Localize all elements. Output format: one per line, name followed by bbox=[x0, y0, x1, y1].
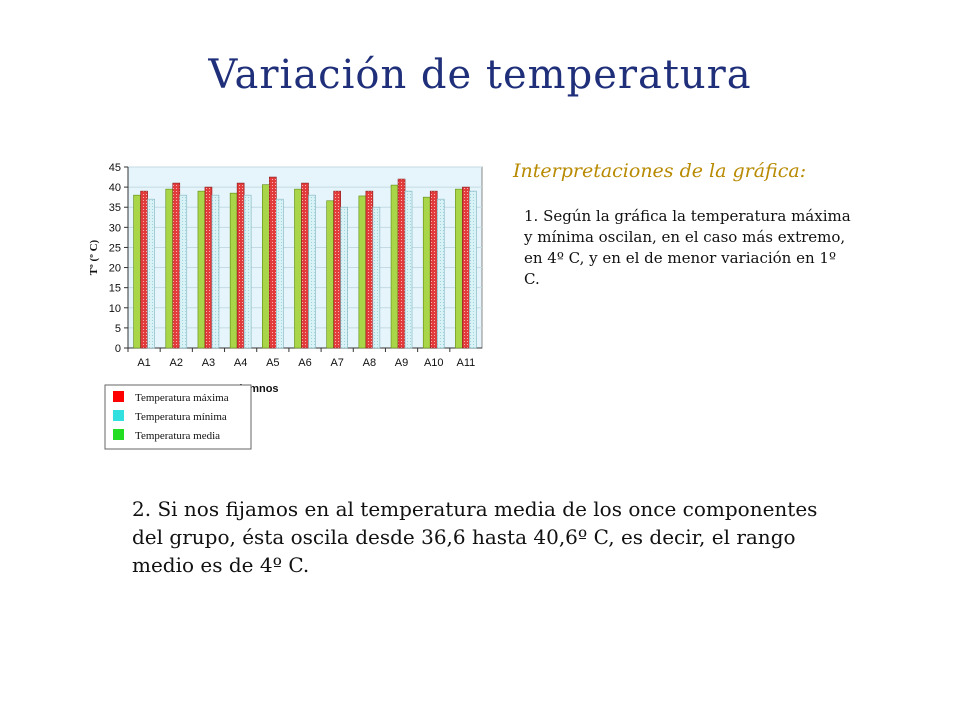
bar-minima bbox=[147, 198, 155, 349]
x-tick-label: A9 bbox=[395, 357, 408, 369]
bar-minima bbox=[404, 190, 413, 349]
bar-media bbox=[165, 188, 174, 349]
bar-maxima bbox=[333, 190, 341, 349]
bar-minima bbox=[243, 194, 252, 349]
bar-maxima bbox=[172, 182, 181, 349]
bar-minima bbox=[308, 194, 316, 349]
bar-media bbox=[390, 184, 399, 349]
y-tick-label: 20 bbox=[109, 263, 121, 275]
legend-label: Temperatura media bbox=[135, 430, 220, 442]
bar-maxima bbox=[204, 186, 213, 349]
x-tick-label: A3 bbox=[202, 357, 215, 369]
x-tick-label: A11 bbox=[457, 357, 476, 369]
bar-media bbox=[229, 192, 238, 349]
bar-maxima bbox=[236, 182, 245, 349]
bar-minima bbox=[340, 206, 348, 349]
bar-media bbox=[133, 194, 141, 349]
bar-minima bbox=[276, 198, 284, 349]
interpretation-heading: Interpretaciones de la gráfica: bbox=[513, 160, 807, 182]
x-tick-label: A8 bbox=[363, 357, 376, 369]
y-axis-title: Tº (º C) bbox=[88, 239, 100, 275]
legend-swatch bbox=[113, 391, 124, 402]
x-tick-label: A1 bbox=[137, 357, 150, 369]
y-tick-label: 35 bbox=[109, 202, 121, 214]
legend-label: Temperatura mínima bbox=[135, 411, 227, 423]
y-tick-label: 25 bbox=[109, 242, 121, 254]
bar-maxima bbox=[397, 178, 406, 349]
interpretation-note-1: 1. Según la gráfica la temperatura máxim… bbox=[524, 207, 851, 288]
bar-maxima bbox=[301, 182, 309, 349]
legend-swatch bbox=[113, 429, 124, 440]
bar-media bbox=[197, 190, 206, 349]
legend-box bbox=[104, 384, 252, 450]
bar-maxima bbox=[269, 176, 277, 349]
bar-media bbox=[294, 188, 302, 349]
y-tick-label: 10 bbox=[109, 303, 121, 315]
x-tick-label: A10 bbox=[424, 357, 444, 369]
bar-minima bbox=[179, 194, 188, 349]
y-tick-label: 0 bbox=[115, 343, 121, 355]
slide-title: Variación de temperatura bbox=[208, 52, 752, 98]
y-tick-label: 30 bbox=[109, 222, 121, 234]
bar-minima bbox=[211, 194, 220, 349]
bar-media bbox=[326, 200, 334, 349]
interpretation-note-2: 2. Si nos fijamos en al temperatura medi… bbox=[132, 497, 818, 577]
y-tick-label: 15 bbox=[109, 283, 121, 295]
bar-media bbox=[358, 195, 367, 349]
bar-maxima bbox=[429, 190, 438, 349]
y-tick-label: 5 bbox=[115, 323, 121, 335]
bar-media bbox=[455, 188, 463, 349]
x-tick-label: A7 bbox=[330, 357, 343, 369]
bar-minima bbox=[372, 206, 381, 349]
bar-maxima bbox=[365, 190, 374, 349]
x-tick-label: A5 bbox=[266, 357, 279, 369]
bar-minima bbox=[436, 198, 445, 349]
bar-maxima bbox=[140, 190, 148, 349]
x-tick-label: A4 bbox=[234, 357, 247, 369]
bar-media bbox=[422, 196, 431, 349]
temperature-chart: 0 5 10 15 20 25 30 35 40 45 A1 A2 A3 A4 A5 A6 A7 A8 A9 A10 A… bbox=[80, 155, 500, 455]
bar-minima bbox=[469, 190, 477, 349]
bar-maxima bbox=[462, 186, 470, 349]
y-tick-label: 40 bbox=[109, 182, 121, 194]
bar-chart-svg: 0 5 10 15 20 25 30 35 40 45 A1 A2 A3 A4 A5 A6 A7 A8 A9 A10 A… bbox=[88, 162, 483, 450]
x-tick-label: A2 bbox=[170, 357, 183, 369]
y-tick-label: 45 bbox=[109, 162, 121, 174]
legend-label: Temperatura máxima bbox=[135, 392, 229, 404]
x-tick-label: A6 bbox=[298, 357, 311, 369]
legend-swatch bbox=[113, 410, 124, 421]
bar-media bbox=[262, 184, 270, 349]
